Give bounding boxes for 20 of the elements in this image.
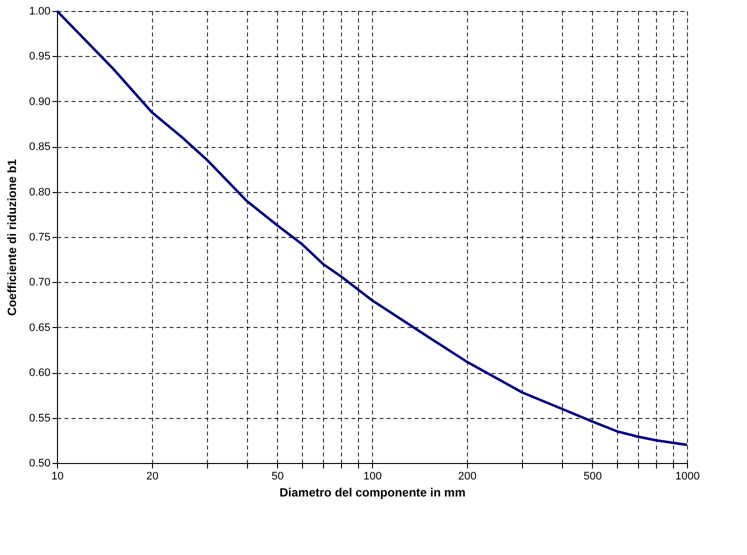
y-tick-label: 0.95 — [29, 50, 50, 63]
y-axis-title: Coefficiente di riduzione b1 — [5, 158, 20, 316]
x-tick-label: 500 — [583, 470, 602, 482]
y-tick-label: 0.55 — [29, 412, 50, 424]
x-tick-label: 200 — [458, 470, 477, 482]
y-tick-label: 0.65 — [29, 322, 50, 334]
x-tick-label: 1000 — [675, 470, 700, 482]
x-tick-label: 100 — [363, 470, 382, 482]
y-tick-label: 0.75 — [29, 232, 50, 244]
y-tick-label: 1.00 — [29, 6, 50, 18]
y-tick-label: 0.70 — [29, 276, 50, 289]
x-tick-label: 50 — [272, 470, 284, 482]
y-tick-label: 0.85 — [29, 141, 50, 154]
y-tick-label: 0.50 — [29, 458, 50, 470]
x-tick-label: 10 — [51, 470, 64, 482]
x-tick-label: 20 — [146, 470, 158, 482]
y-tick-label: 0.90 — [29, 96, 50, 108]
y-tick-label: 0.60 — [29, 367, 50, 380]
y-tick-label: 0.80 — [29, 186, 50, 198]
x-axis-title: Diametro del componente in mm — [279, 486, 466, 500]
